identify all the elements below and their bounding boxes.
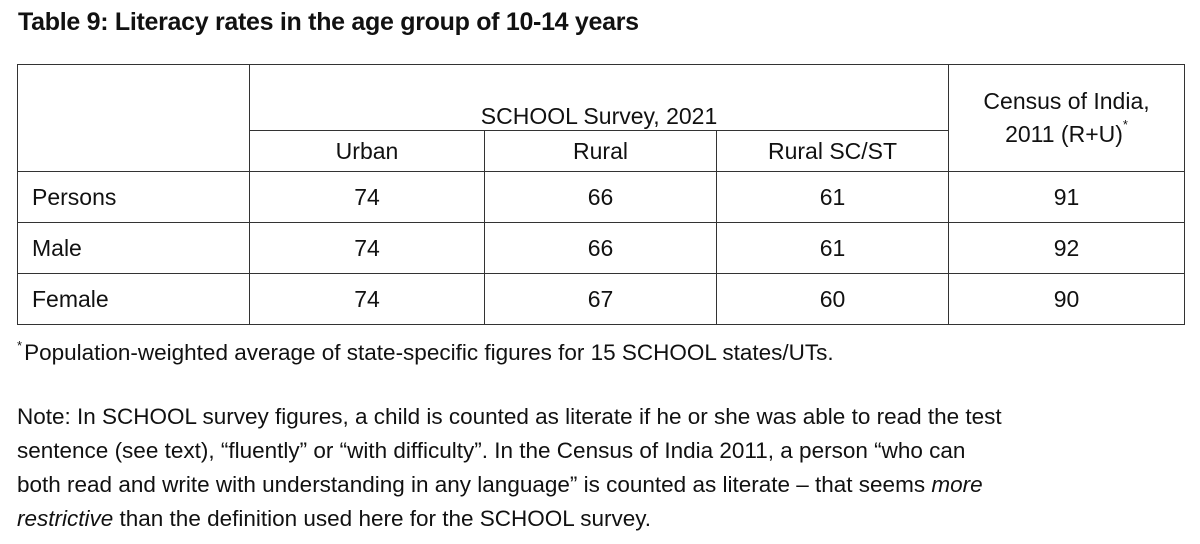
cell-rural-sc-st: 60 [715, 273, 950, 325]
row-label: Persons [17, 171, 250, 223]
cell-census: 91 [948, 171, 1186, 223]
note-emphasis-restrictive: restrictive [17, 506, 114, 531]
note-line-4-text: than the definition used here for the SC… [113, 506, 652, 531]
census-header-line2: 2011 (R+U) [1005, 121, 1123, 147]
survey-header: SCHOOL Survey, 2021 [248, 64, 950, 131]
footnote: *Population-weighted average of state-sp… [17, 338, 834, 366]
footnote-text: Population-weighted average of state-spe… [24, 340, 834, 365]
table-title: Table 9: Literacy rates in the age group… [18, 8, 639, 36]
cell-rural: 66 [484, 171, 717, 223]
census-header-line1: Census of India, [983, 87, 1150, 114]
note-line-1: Note: In SCHOOL survey figures, a child … [17, 404, 1002, 429]
table-row-female: Female 74 67 60 90 [17, 273, 1186, 325]
note-emphasis-more: more [931, 472, 983, 497]
table-row-male: Male 74 66 61 92 [17, 222, 1186, 274]
literacy-table: SCHOOL Survey, 2021 Census of India, 201… [17, 64, 1186, 325]
note-paragraph: Note: In SCHOOL survey figures, a child … [17, 400, 1187, 536]
census-header: Census of India, 2011 (R+U)* [948, 64, 1186, 172]
table-row-persons: Persons 74 66 61 91 [17, 171, 1186, 223]
note-line-2: sentence (see text), “fluently” or “with… [17, 438, 966, 463]
row-label: Male [17, 222, 250, 274]
census-footnote-marker: * [1122, 117, 1128, 132]
cell-rural: 67 [484, 273, 717, 325]
cell-rural-sc-st: 61 [715, 171, 950, 223]
cell-rural: 66 [484, 222, 717, 274]
cell-urban: 74 [249, 273, 485, 325]
note-line-4: restrictive than the definition used her… [17, 502, 1187, 536]
cell-urban: 74 [249, 171, 485, 223]
row-label: Female [17, 273, 250, 325]
column-header-rural-sc-st: Rural SC/ST [715, 130, 950, 172]
footnote-marker: * [17, 338, 23, 353]
column-header-rural: Rural [484, 130, 717, 172]
corner-cell [17, 64, 250, 172]
cell-rural-sc-st: 61 [715, 222, 950, 274]
note-line-3: both read and write with understanding i… [17, 468, 1187, 502]
cell-census: 92 [948, 222, 1186, 274]
cell-urban: 74 [249, 222, 485, 274]
column-header-urban: Urban [249, 130, 485, 172]
cell-census: 90 [948, 273, 1186, 325]
note-line-3-text: both read and write with understanding i… [17, 472, 932, 497]
